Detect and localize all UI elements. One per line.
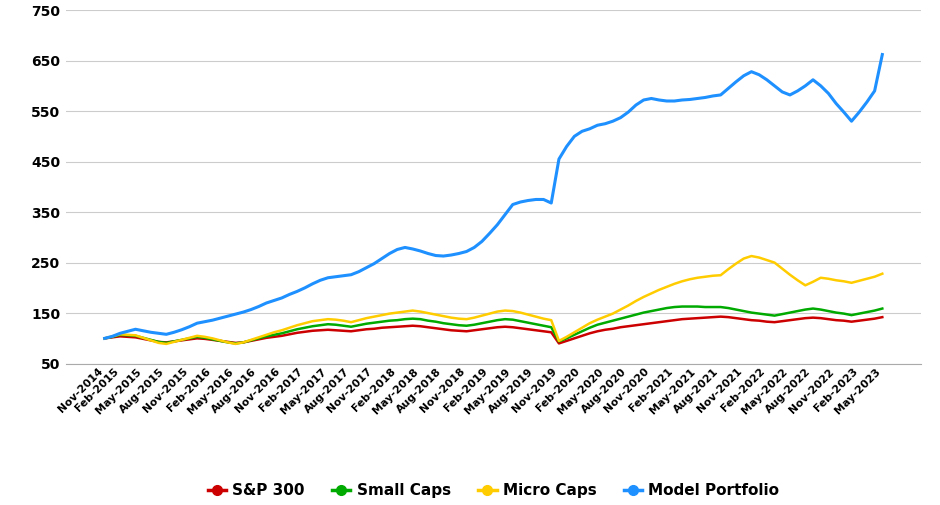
Micro Caps	[99, 335, 110, 341]
S&P 300	[245, 338, 257, 344]
Model Portfolio	[99, 335, 110, 341]
Small Caps	[230, 340, 242, 346]
Small Caps	[784, 310, 795, 316]
Model Portfolio	[453, 250, 464, 257]
S&P 300	[99, 335, 110, 341]
Legend: S&P 300, Small Caps, Micro Caps, Model Portfolio: S&P 300, Small Caps, Micro Caps, Model P…	[201, 477, 786, 504]
Micro Caps	[253, 334, 264, 340]
Line: S&P 300: S&P 300	[104, 317, 883, 343]
Model Portfolio	[769, 83, 780, 89]
Line: Small Caps: Small Caps	[104, 307, 883, 343]
S&P 300	[877, 314, 888, 320]
S&P 300	[269, 334, 280, 340]
Small Caps	[461, 323, 472, 329]
S&P 300	[715, 314, 727, 320]
S&P 300	[653, 319, 665, 325]
Micro Caps	[784, 272, 795, 278]
S&P 300	[723, 314, 734, 320]
Micro Caps	[276, 327, 288, 333]
Small Caps	[253, 335, 264, 341]
Model Portfolio	[707, 93, 718, 99]
Small Caps	[99, 335, 110, 341]
Micro Caps	[161, 341, 172, 347]
Micro Caps	[715, 272, 727, 278]
Micro Caps	[877, 271, 888, 277]
Line: Micro Caps: Micro Caps	[104, 256, 883, 344]
Small Caps	[723, 305, 734, 311]
Small Caps	[877, 306, 888, 312]
Small Caps	[276, 330, 288, 336]
Model Portfolio	[877, 52, 888, 58]
Line: Model Portfolio: Model Portfolio	[104, 55, 883, 338]
S&P 300	[453, 328, 464, 334]
Model Portfolio	[646, 95, 657, 102]
Micro Caps	[745, 253, 757, 259]
S&P 300	[784, 317, 795, 323]
Model Portfolio	[245, 307, 257, 313]
S&P 300	[554, 340, 565, 346]
Small Caps	[653, 307, 665, 313]
Model Portfolio	[269, 297, 280, 304]
Micro Caps	[653, 287, 665, 293]
Micro Caps	[461, 316, 472, 322]
Small Caps	[677, 304, 688, 310]
